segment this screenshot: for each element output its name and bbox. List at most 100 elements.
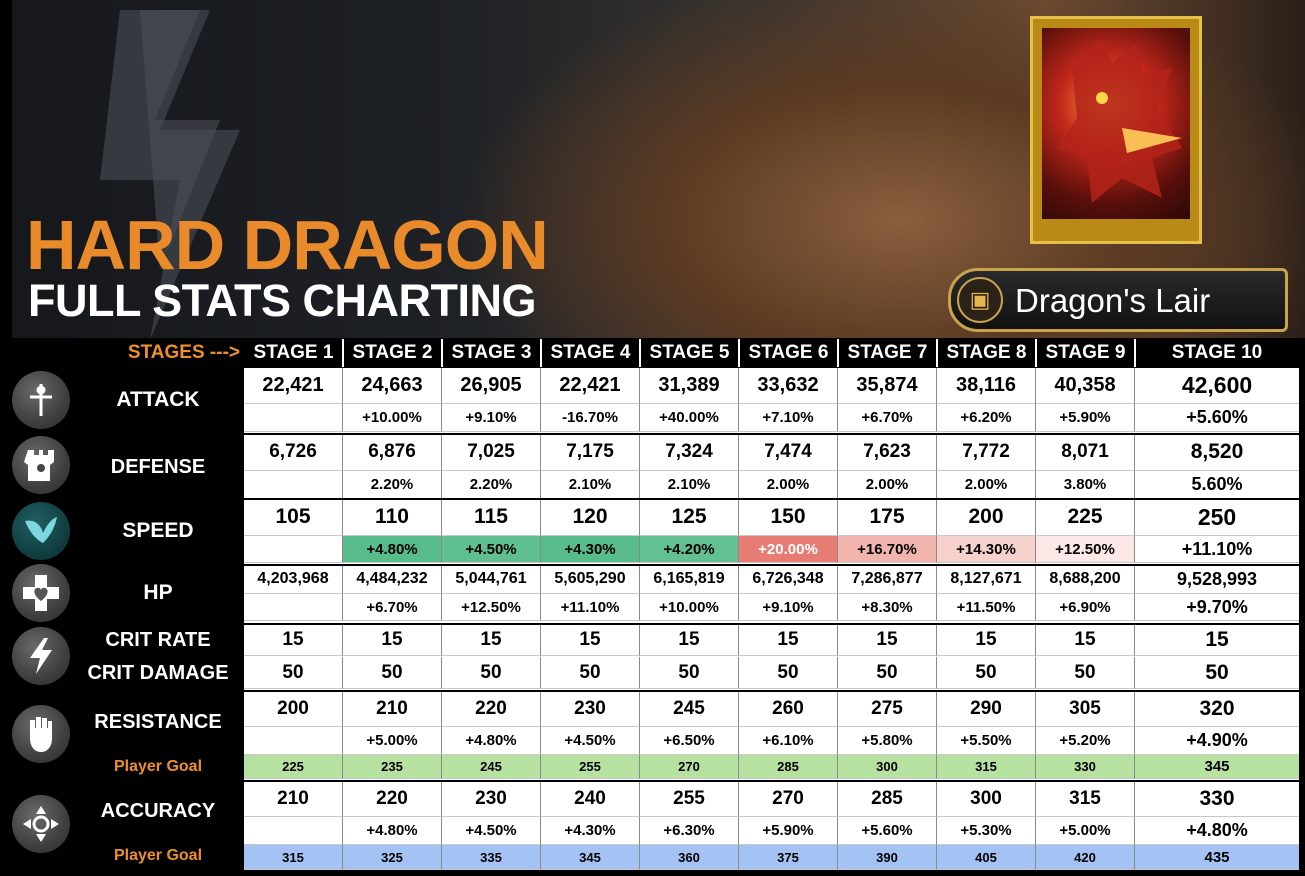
defense-change-stage-10: 5.60% <box>1135 471 1299 499</box>
hp-value-stage-9: 8,688,200 <box>1036 565 1135 594</box>
attack-change-stage-8: +6.20% <box>937 404 1036 432</box>
header-separator <box>1134 339 1136 367</box>
speed-value-stage-3: 115 <box>442 499 541 536</box>
crit-rate-value-stage-2: 15 <box>343 624 442 656</box>
attack-value-stage-7: 35,874 <box>838 368 937 404</box>
defense-change-stage-2: 2.20% <box>343 471 442 499</box>
header-separator <box>1035 339 1037 367</box>
resistance-value-stage-6: 260 <box>739 691 838 727</box>
lair-name: Dragon's Lair <box>1015 282 1211 319</box>
attack-icon <box>12 371 70 429</box>
row-group-separator <box>244 433 1299 435</box>
resistance-value-stage-4: 230 <box>541 691 640 727</box>
defense-change-stage-7: 2.00% <box>838 471 937 499</box>
defense-change-stage-5: 2.10% <box>640 471 739 499</box>
speed-change-stage-9: +12.50% <box>1036 536 1135 563</box>
stage-header-5: STAGE 5 <box>649 342 730 363</box>
defense-change-stage-6: 2.00% <box>739 471 838 499</box>
resistance-value-stage-7: 275 <box>838 691 937 727</box>
row-group-separator <box>244 780 1299 782</box>
speed-label: SPEED <box>122 519 194 542</box>
accuracy-goal-value-stage-6: 375 <box>739 845 838 870</box>
speed-value-stage-7: 175 <box>838 499 937 536</box>
row-group-separator <box>244 564 1299 566</box>
accuracy-goal-value-stage-9: 420 <box>1036 845 1135 870</box>
defense-label: DEFENSE <box>110 456 206 478</box>
speed-change-stage-5: +4.20% <box>640 536 739 563</box>
crit-damage-value-stage-4: 50 <box>541 657 640 689</box>
defense-value-stage-2: 6,876 <box>343 434 442 471</box>
accuracy-value-stage-9: 315 <box>1036 781 1135 817</box>
accuracy-change-stage-8: +5.30% <box>937 817 1036 845</box>
crit-damage-value-stage-5: 50 <box>640 657 739 689</box>
resistance-goal-value-stage-7: 300 <box>838 755 937 779</box>
defense-value-stage-10: 8,520 <box>1135 434 1299 471</box>
speed-value-stage-2: 110 <box>343 499 442 536</box>
header-separator <box>342 339 344 367</box>
accuracy-value-stage-10: 330 <box>1135 781 1299 817</box>
header-separator <box>738 339 740 367</box>
accuracy-value-stage-8: 300 <box>937 781 1036 817</box>
hp-value-stage-3: 5,044,761 <box>442 565 541 594</box>
header-separator <box>441 339 443 367</box>
speed-change-stage-6: +20.00% <box>739 536 838 563</box>
crit-damage-value-stage-3: 50 <box>442 657 541 689</box>
crit-damage-value-stage-6: 50 <box>739 657 838 689</box>
defense-change-stage-1 <box>244 471 343 499</box>
hp-label: HP <box>143 581 173 604</box>
crit-rate-value-stage-3: 15 <box>442 624 541 656</box>
hp-change-stage-7: +8.30% <box>838 594 937 621</box>
accuracy-goal-value-stage-5: 360 <box>640 845 739 870</box>
resistance-goal-value-stage-2: 235 <box>343 755 442 779</box>
stage-header-10: STAGE 10 <box>1171 342 1263 363</box>
defense-value-stage-7: 7,623 <box>838 434 937 471</box>
crit-rate-label: CRIT RATE <box>105 629 211 651</box>
resistance-change-stage-3: +4.80% <box>442 727 541 755</box>
attack-change-stage-1 <box>244 404 343 432</box>
resistance-change-stage-4: +4.50% <box>541 727 640 755</box>
attack-value-stage-5: 31,389 <box>640 368 739 404</box>
resistance-goal-value-stage-10: 345 <box>1135 755 1299 779</box>
resistance-change-stage-2: +5.00% <box>343 727 442 755</box>
resistance-change-stage-1 <box>244 727 343 755</box>
resistance-goal-value-stage-3: 245 <box>442 755 541 779</box>
resistance-value-stage-2: 210 <box>343 691 442 727</box>
header-separator <box>540 339 542 367</box>
crit-damage-value-stage-2: 50 <box>343 657 442 689</box>
accuracy-goal-value-stage-1: 315 <box>244 845 343 870</box>
attack-value-stage-1: 22,421 <box>244 368 343 404</box>
stats-table: 22,421 24,663 26,905 22,421 31,389 33,632 35,8… <box>244 368 1299 870</box>
dragon-portrait-icon <box>1042 28 1190 219</box>
crit-rate-value-stage-7: 15 <box>838 624 937 656</box>
accuracy-goal-value-stage-3: 335 <box>442 845 541 870</box>
crit-damage-value-stage-10: 50 <box>1135 657 1299 689</box>
stage-header-2: STAGE 2 <box>352 342 433 363</box>
stage-header-4: STAGE 4 <box>550 342 631 363</box>
hp-change-stage-10: +9.70% <box>1135 594 1299 621</box>
resistance-goal-value-stage-9: 330 <box>1036 755 1135 779</box>
resistance-change-stage-10: +4.90% <box>1135 727 1299 755</box>
accuracy-goal-value-stage-7: 390 <box>838 845 937 870</box>
speed-change-stage-4: +4.30% <box>541 536 640 563</box>
resistance-player-goal-label: Player Goal <box>113 758 203 775</box>
crit-damage-label: CRIT DAMAGE <box>87 662 229 684</box>
resistance-goal-value-stage-5: 270 <box>640 755 739 779</box>
dragons-lair-badge: ▣ Dragon's Lair <box>948 268 1288 332</box>
row-group-separator <box>244 690 1299 692</box>
attack-change-stage-5: +40.00% <box>640 404 739 432</box>
crit-damage-value-stage-9: 50 <box>1036 657 1135 689</box>
resistance-value-stage-1: 200 <box>244 691 343 727</box>
banner-subtitle: FULL STATS CHARTING <box>28 275 536 326</box>
attack-value-stage-2: 24,663 <box>343 368 442 404</box>
banner-title: HARD DRAGON <box>26 206 549 284</box>
left-edge <box>0 0 12 338</box>
speed-change-stage-2: +4.80% <box>343 536 442 563</box>
stage-header-1: STAGE 1 <box>253 342 334 363</box>
speed-change-stage-8: +14.30% <box>937 536 1036 563</box>
defense-change-stage-9: 3.80% <box>1036 471 1135 499</box>
speed-change-stage-10: +11.10% <box>1135 536 1299 563</box>
resistance-value-stage-10: 320 <box>1135 691 1299 727</box>
attack-value-stage-6: 33,632 <box>739 368 838 404</box>
accuracy-change-stage-1 <box>244 817 343 845</box>
resistance-value-stage-8: 290 <box>937 691 1036 727</box>
